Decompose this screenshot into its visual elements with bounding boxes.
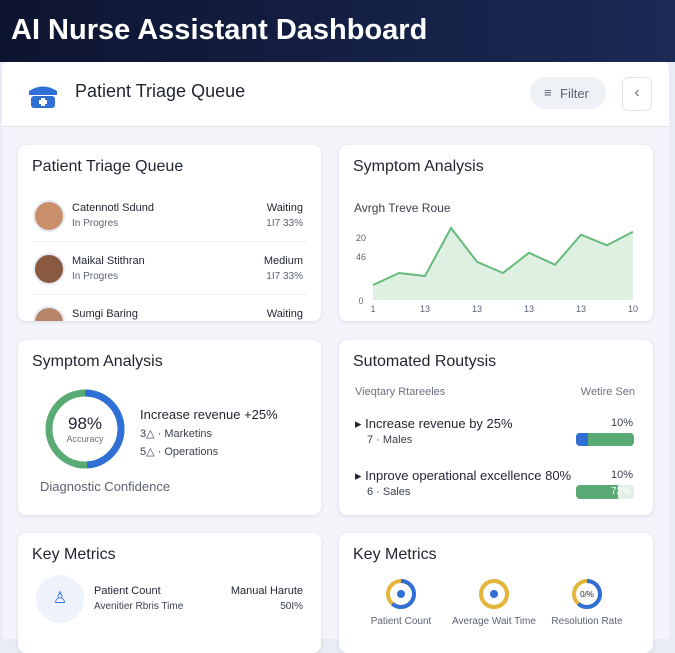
analysis-card: Symptom Analysis 98% Accuracy Increase r… [18, 340, 321, 515]
footer: Diagnostic Confidence [40, 479, 171, 494]
row-sub: 6 · Sales [367, 486, 411, 498]
row-text: Inprove operational excellence 80% [365, 468, 572, 483]
patient-status: In Progres [72, 271, 119, 282]
metric-right: Manual Harute [230, 585, 303, 597]
ring-center: 0/% [580, 590, 594, 599]
filter-button[interactable]: ≡ Filter [530, 77, 606, 109]
filter-label: Filter [560, 86, 589, 101]
ring-label: Patient Count [370, 616, 432, 627]
card-title: Key Metrics [353, 546, 437, 563]
gauge [45, 389, 125, 469]
triage-time: 1I7 33% [266, 218, 303, 229]
chart-subtitle: Avrgh Treve Roue [354, 201, 451, 215]
card-title: Symptom Analysis [32, 353, 163, 370]
gauge-caption: Accuracy [66, 434, 104, 444]
divider [32, 241, 307, 242]
ring-label: Resolution Rate [551, 616, 623, 627]
patient-name: Maikal Stithran [72, 255, 145, 267]
ring-arc [572, 579, 602, 609]
x-label: 10 [628, 304, 638, 314]
card-title: Symptom Analysis [353, 158, 484, 175]
ring: 0/% [572, 579, 602, 609]
row-percent: 10% [610, 469, 633, 481]
card-title: Patient Triage Queue [32, 158, 184, 175]
avatar [33, 253, 65, 285]
ring-dot [397, 590, 405, 598]
y-label: 0 [358, 296, 363, 306]
metrics-card: Key Metrics ♙ Patient Count Avenitier Rb… [18, 533, 321, 653]
x-label: 13 [420, 304, 430, 314]
divider [32, 294, 307, 295]
triage-time: 1I7 33% [266, 271, 303, 282]
column-header: Wetire Sen [580, 386, 635, 398]
ring-arc [386, 579, 416, 609]
toolbar-title: Patient Triage Queue [75, 81, 246, 101]
ring [386, 579, 416, 609]
user-icon: ♙ [36, 575, 84, 623]
triage-level: Waiting [266, 308, 303, 320]
line-chart: 20 46 01 13 13 13 13 10 [356, 226, 638, 314]
gauge-value: 98% [67, 414, 103, 433]
header: AI Nurse Assistant Dashboard [0, 0, 675, 62]
toolbar: Patient Triage Queue ≡ Filter ‹ [2, 62, 669, 127]
metric-sub: Avenitier Rbris Time [94, 601, 184, 612]
row-label: ▸ Inprove operational excellence 80% [355, 468, 572, 483]
progress-track: 72% [576, 485, 634, 499]
item: 5△ · Operations [140, 446, 219, 458]
patient-name: Catennotl Sdund [72, 202, 154, 214]
line [372, 226, 634, 286]
progress-bar [576, 433, 634, 446]
triage-level: Medium [263, 255, 303, 267]
ring [479, 579, 509, 609]
headline: Increase revenue +25% [140, 407, 278, 422]
triage-level: Waiting [266, 202, 303, 214]
ring-dot [490, 590, 498, 598]
chart-card: Symptom Analysis Avrgh Treve Roue 20 46 0 1… [339, 145, 653, 321]
bar-label: 72% [610, 486, 631, 497]
row-percent: 10% [610, 417, 633, 429]
item: 3△ · Marketins [140, 428, 213, 440]
x-label: 13 [524, 304, 534, 314]
patient-status: In Progres [72, 218, 119, 229]
metric-right-sub: 50I% [280, 601, 303, 612]
ring-label: Average Wait Time [452, 616, 536, 627]
avatar [33, 306, 65, 321]
nurse-icon [29, 86, 57, 108]
triage-card: Patient Triage Queue Catennotl Sdund In P… [18, 145, 321, 321]
ring-arc [479, 579, 509, 609]
y-label: 46 [356, 252, 366, 262]
x-label: 13 [576, 304, 586, 314]
page-title: AI Nurse Assistant Dashboard [11, 14, 428, 46]
column-header: Vieqtary Rtareeles [355, 386, 446, 398]
row-text: Increase revenue by 25% [365, 416, 513, 431]
row-label: ▸ Increase revenue by 25% [355, 416, 513, 431]
metric-label: Patient Count [94, 585, 161, 597]
avatar [33, 200, 65, 232]
gauge-arc [45, 389, 125, 469]
row-sub: 7 · Males [367, 434, 413, 446]
x-label: 1 [370, 304, 375, 314]
card-title: Sutomated Routysis [353, 353, 497, 370]
patient-name: Sumgi Baring [72, 308, 139, 320]
x-label: 13 [472, 304, 482, 314]
y-label: 20 [356, 233, 366, 243]
metrics-card: Key Metrics Patient Count Average Wait Ti… [339, 533, 653, 653]
card-title: Key Metrics [32, 546, 116, 563]
area [373, 228, 633, 300]
routysis-card: Sutomated Routysis Vieqtary Rtareeles We… [339, 340, 653, 515]
progress-fill [576, 485, 618, 499]
collapse-button[interactable]: ‹ [622, 77, 652, 111]
